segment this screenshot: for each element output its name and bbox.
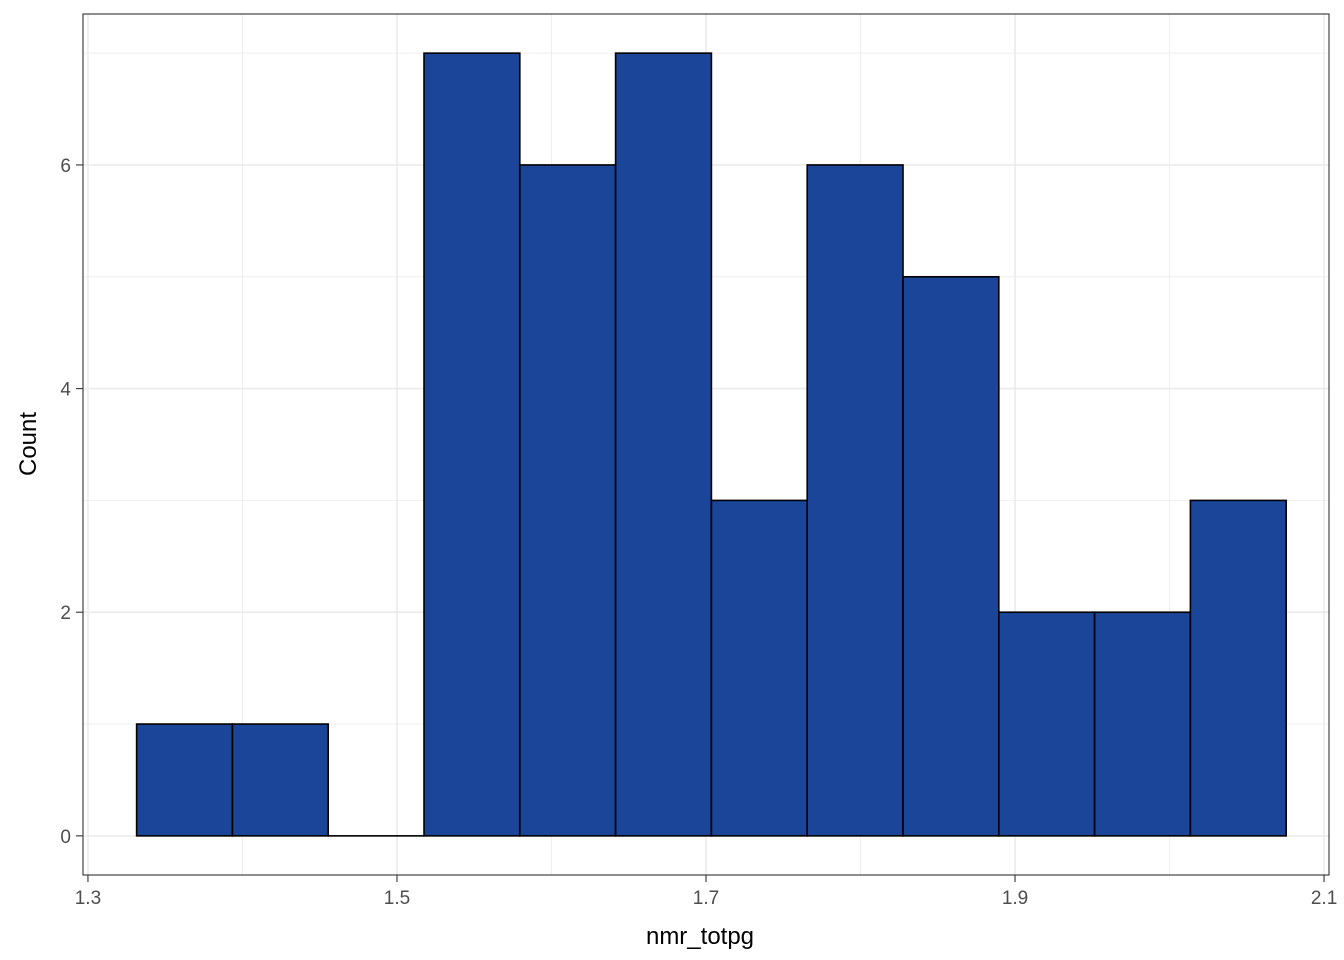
- histogram-bars: [135, 52, 1287, 837]
- x-axis-title: nmr_totpg: [646, 923, 754, 950]
- y-tick-label: 2: [60, 603, 71, 624]
- x-tick-label: 1.3: [75, 888, 101, 909]
- x-tick-label: 2.1: [1311, 888, 1337, 909]
- x-tick-label: 1.9: [1002, 888, 1028, 909]
- histogram-bar: [1093, 611, 1192, 837]
- histogram-bar: [806, 164, 904, 837]
- histogram-bar: [710, 499, 809, 837]
- histogram-bar: [1189, 499, 1287, 837]
- y-axis: 0 2 4 6: [60, 156, 83, 848]
- y-tick-label: 4: [60, 380, 71, 401]
- x-tick-label: 1.5: [384, 888, 410, 909]
- histogram-bar: [902, 275, 1000, 837]
- y-axis-title: Count: [15, 412, 42, 476]
- histogram-bar: [998, 611, 1096, 837]
- y-tick-label: 6: [60, 156, 71, 177]
- histogram-bar: [614, 52, 713, 837]
- y-tick-label: 0: [60, 827, 71, 848]
- x-axis: 1.3 1.5 1.7 1.9 2.1: [75, 875, 1337, 909]
- x-tick-label: 1.7: [693, 888, 719, 909]
- histogram-bar: [519, 164, 617, 837]
- histogram-bar: [135, 723, 234, 837]
- histogram-bar: [231, 723, 330, 837]
- histogram-bar: [423, 52, 521, 837]
